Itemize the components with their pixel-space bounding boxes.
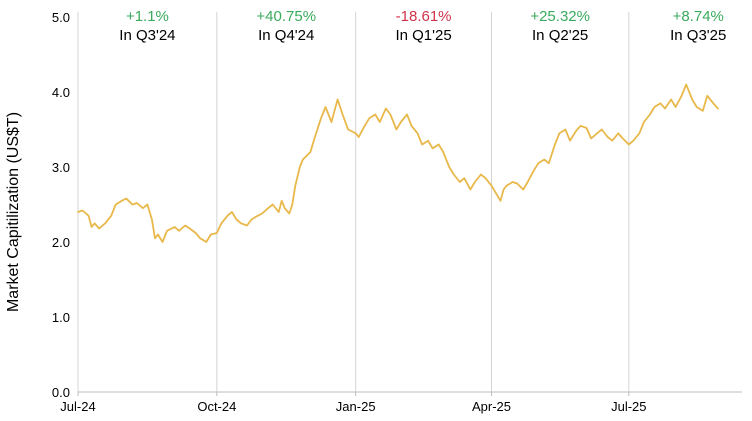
y-axis-label: Market Capitilization (US$T) bbox=[5, 112, 22, 312]
quarter-change-label: +40.75% bbox=[256, 8, 316, 25]
quarter-annotations: +1.1% In Q3'24 +40.75% In Q4'24 -18.61% In Q1… bbox=[119, 8, 726, 44]
quarter-period-label: In Q4'24 bbox=[258, 27, 314, 44]
series-layer bbox=[77, 83, 719, 243]
market-cap-series-line bbox=[77, 83, 719, 243]
axis-layer: Jul-24 Oct-24 Jan-25 Apr-25 Jul-25 0.0 1.0 2.0 3… bbox=[52, 10, 742, 414]
quarter-period-label: In Q2'25 bbox=[532, 27, 588, 44]
x-tick-label: Apr-25 bbox=[472, 399, 511, 414]
x-tick-label: Oct-24 bbox=[197, 399, 236, 414]
grid-layer bbox=[77, 12, 630, 392]
quarter-change-label: -18.61% bbox=[396, 8, 452, 25]
quarter-period-label: In Q3'24 bbox=[119, 27, 175, 44]
quarter-change-label: +25.32% bbox=[530, 8, 590, 25]
quarter-period-label: In Q1'25 bbox=[395, 27, 451, 44]
y-tick-label: 2.0 bbox=[52, 235, 70, 250]
x-tick-label: Jan-25 bbox=[336, 399, 376, 414]
quarter-change-label: +1.1% bbox=[126, 8, 169, 25]
y-tick-label: 4.0 bbox=[52, 85, 70, 100]
x-tick-label: Jul-24 bbox=[60, 399, 95, 414]
y-tick-label: 0.0 bbox=[52, 385, 70, 400]
x-tick-label: Jul-25 bbox=[611, 399, 646, 414]
y-tick-label: 3.0 bbox=[52, 160, 70, 175]
quarter-period-label: In Q3'25 bbox=[670, 27, 726, 44]
y-tick-label: 1.0 bbox=[52, 310, 70, 325]
y-tick-label: 5.0 bbox=[52, 10, 70, 25]
quarter-change-label: +8.74% bbox=[673, 8, 724, 25]
